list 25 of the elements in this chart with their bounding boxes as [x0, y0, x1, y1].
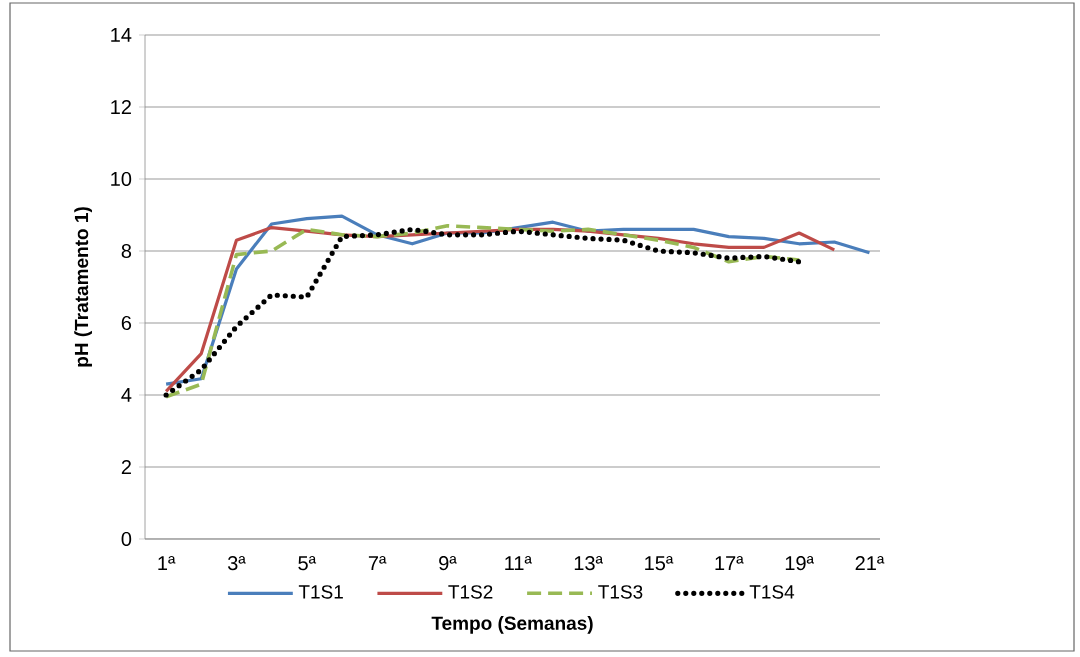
- x-tick-label: 13ª: [574, 556, 603, 571]
- x-tick-label: 3ª: [227, 556, 246, 571]
- y-tick-label: 12: [111, 100, 131, 114]
- x-tick-label: 21ª: [855, 556, 885, 571]
- legend-label: T1S3: [598, 585, 643, 599]
- legend-label: T1S2: [448, 585, 493, 599]
- x-tick-label: 11ª: [505, 556, 532, 571]
- y-tick-label: 2: [121, 460, 131, 474]
- legend-label: T1S4: [749, 585, 795, 599]
- x-tick-label: 9ª: [439, 556, 457, 571]
- y-tick-label: 0: [121, 531, 132, 547]
- x-tick-label: 15ª: [645, 556, 674, 571]
- y-tick-label: 8: [121, 243, 132, 259]
- legend-label: T1S1: [298, 585, 343, 599]
- x-tick-label: 17ª: [715, 556, 744, 571]
- y-tick-label: 4: [121, 388, 132, 402]
- x-axis-title: Tempo (Semanas): [431, 615, 593, 634]
- y-tick-label: 6: [121, 315, 132, 331]
- x-tick-label: 5ª: [298, 556, 317, 571]
- x-tick-label: 19ª: [785, 556, 815, 571]
- x-tick-label: 7ª: [368, 556, 387, 571]
- y-axis-title: pH (Tratamento 1): [74, 207, 92, 367]
- x-tick-label: 1ª: [158, 556, 176, 571]
- y-tick-label: 10: [111, 171, 132, 187]
- y-tick-label: 14: [111, 28, 132, 42]
